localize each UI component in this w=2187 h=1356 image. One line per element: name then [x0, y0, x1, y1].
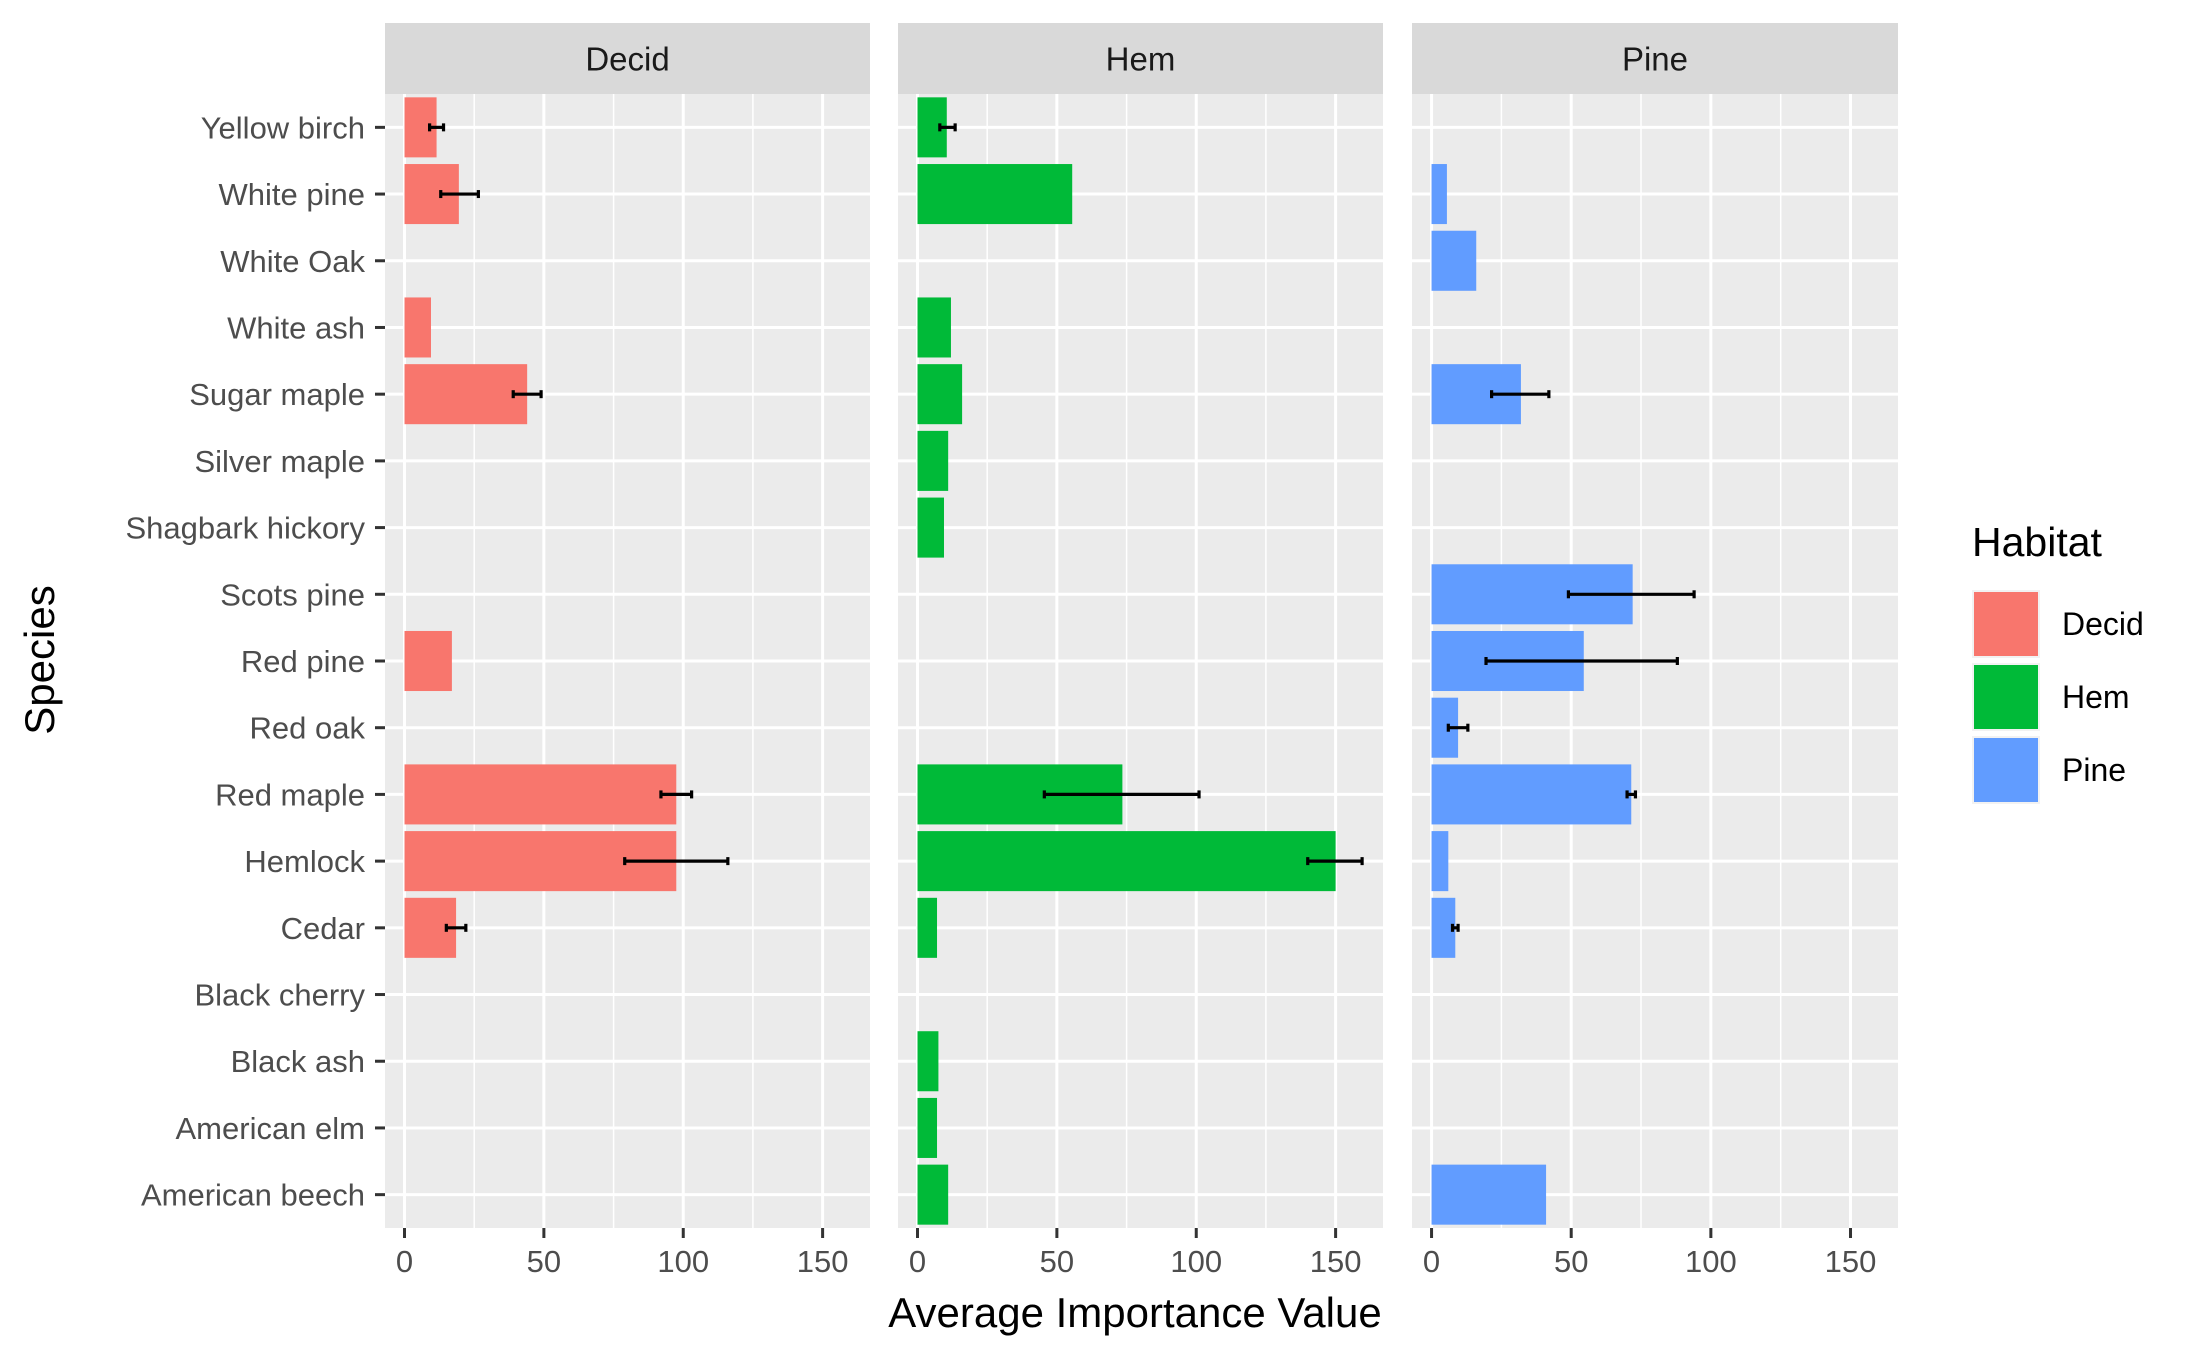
bar-pine-american-beech — [1431, 1164, 1547, 1225]
y-tick-label: Black cherry — [194, 978, 365, 1013]
facet-panels: Decid 0 50 100 150 Hem 0 50 100 150 Pine 0 50 100 150 — [385, 23, 1898, 1279]
facet-strip — [898, 23, 1383, 94]
error-bar — [623, 857, 730, 866]
y-tick-label: Red pine — [241, 644, 365, 679]
bar-hem-shagbark-hickory — [917, 497, 944, 558]
x-tick-label: 150 — [797, 1244, 849, 1279]
y-tick-label: White ash — [227, 310, 365, 345]
x-tick-label: 100 — [657, 1244, 709, 1279]
x-tick-label: 150 — [1310, 1244, 1362, 1279]
error-bar — [659, 790, 694, 799]
bar-pine-hemlock — [1431, 831, 1449, 892]
y-tick-label: American elm — [176, 1111, 366, 1146]
legend-label: Hem — [2062, 679, 2130, 715]
y-axis: American beech American elm Black ash Black… — [125, 110, 385, 1213]
x-tick-label: 50 — [1554, 1244, 1588, 1279]
y-tick-label: Sugar maple — [189, 377, 365, 412]
error-bar — [1042, 790, 1201, 799]
facet-strip-label: Hem — [1106, 41, 1176, 78]
bar-hem-american-beech — [917, 1164, 949, 1225]
x-tick-label: 150 — [1825, 1244, 1877, 1279]
bar-pine-cedar — [1431, 897, 1456, 958]
x-tick-label: 50 — [1040, 1244, 1074, 1279]
facet-panel-decid: Decid 0 50 100 150 — [385, 23, 870, 1279]
legend-swatch — [1974, 738, 2038, 802]
x-tick-label: 0 — [396, 1244, 413, 1279]
facet-strip-label: Pine — [1622, 41, 1688, 78]
y-tick-label: White pine — [219, 177, 365, 212]
bar-hem-sugar-maple — [917, 364, 963, 425]
x-tick-label: 100 — [1685, 1244, 1737, 1279]
y-tick-label: Yellow birch — [201, 110, 365, 145]
x-axis-title: Average Importance Value — [888, 1289, 1381, 1336]
error-bar — [511, 390, 543, 399]
bar-hem-cedar — [917, 897, 938, 958]
legend-item-decid: Decid — [1972, 590, 2144, 658]
bar-hem-white-pine — [917, 164, 1073, 225]
legend-label: Decid — [2062, 606, 2144, 642]
bar-decid-white-ash — [404, 297, 431, 358]
error-bar — [1566, 590, 1696, 599]
legend-item-hem: Hem — [1972, 663, 2130, 731]
facet-strip — [385, 23, 870, 94]
y-tick-label: Scots pine — [220, 577, 365, 612]
error-bar — [1450, 923, 1460, 932]
error-bar — [938, 123, 957, 132]
y-tick-label: Red maple — [215, 777, 365, 812]
legend-swatch — [1974, 665, 2038, 729]
error-bar — [1446, 723, 1470, 732]
error-bar — [444, 923, 468, 932]
bar-pine-white-pine — [1431, 164, 1447, 225]
error-bar — [427, 123, 446, 132]
bar-decid-red-pine — [404, 630, 452, 692]
error-bar — [439, 190, 480, 199]
bar-hem-black-ash — [917, 1031, 939, 1092]
legend-title: Habitat — [1972, 519, 2103, 565]
y-tick-label: American beech — [141, 1178, 365, 1213]
x-tick-label: 50 — [527, 1244, 561, 1279]
facet-panel-hem: Hem 0 50 100 150 — [898, 23, 1383, 1279]
y-axis-title: Species — [16, 585, 63, 734]
error-bar — [1625, 790, 1638, 799]
bar-pine-white-oak — [1431, 230, 1477, 291]
y-tick-label: White Oak — [220, 244, 365, 279]
x-tick-label: 100 — [1170, 1244, 1222, 1279]
y-tick-label: Hemlock — [244, 844, 365, 879]
bar-decid-sugar-maple — [404, 364, 528, 425]
y-tick-label: Black ash — [231, 1044, 365, 1079]
bar-hem-white-ash — [917, 297, 951, 358]
legend: Habitat Decid Hem Pine — [1972, 519, 2144, 804]
y-tick-label: Silver maple — [194, 444, 365, 479]
facet-strip-label: Decid — [585, 41, 669, 78]
x-tick-label: 0 — [1423, 1244, 1440, 1279]
bar-hem-american-elm — [917, 1097, 938, 1158]
legend-item-pine: Pine — [1972, 736, 2126, 804]
legend-label: Pine — [2062, 752, 2126, 788]
y-tick-label: Shagbark hickory — [125, 511, 365, 546]
facet-panel-pine: Pine 0 50 100 150 — [1412, 23, 1898, 1279]
bar-hem-hemlock — [917, 831, 1336, 892]
error-bar — [1484, 657, 1679, 665]
facet-strip — [1412, 23, 1898, 94]
bar-pine-red-maple — [1431, 764, 1632, 825]
x-tick-label: 0 — [909, 1244, 926, 1279]
bar-hem-silver-maple — [917, 430, 949, 491]
error-bar — [1490, 390, 1551, 399]
bar-decid-red-maple — [404, 764, 677, 825]
legend-swatch — [1974, 592, 2038, 656]
y-tick-label: Cedar — [281, 911, 365, 946]
error-bar — [1306, 857, 1364, 866]
y-tick-label: Red oak — [250, 711, 366, 746]
